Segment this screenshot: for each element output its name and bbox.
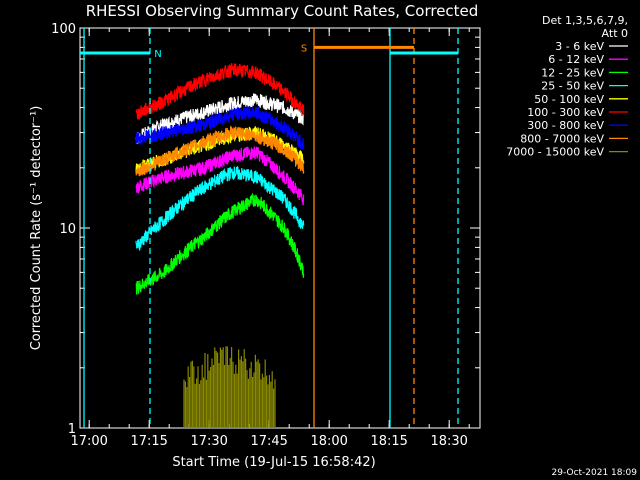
series-line (135, 125, 305, 177)
annotation-label: S (301, 43, 307, 54)
series-line (135, 165, 305, 251)
legend-entry-label: 6 - 12 keV (548, 53, 604, 66)
series-line (135, 192, 305, 295)
series-layer (135, 62, 305, 428)
legend-header-line-2: Att 0 (602, 27, 628, 40)
legend-header-line-1: Det 1,3,5,6,7,9, (542, 14, 628, 27)
legend-entry-label: 50 - 100 keV (534, 93, 604, 106)
chart-title: RHESSI Observing Summary Count Rates, Co… (86, 2, 479, 20)
series-line (135, 146, 305, 206)
legend-entry-label: 7000 - 15000 keV (506, 146, 604, 159)
series-line (135, 62, 305, 120)
legend-entry-label: 800 - 7000 keV (520, 132, 604, 145)
legend-entry-label: 25 - 50 keV (541, 80, 604, 93)
y-tick-label: 100 (51, 22, 76, 37)
x-tick-label: 17:30 (190, 434, 227, 449)
series-line (135, 105, 305, 150)
x-tick-label: 18:30 (430, 434, 467, 449)
y-axis-label: Corrected Count Rate (s⁻¹ detector⁻¹) (29, 106, 44, 351)
series-300-800-kev (135, 105, 305, 150)
x-tick-label: 18:00 (310, 434, 347, 449)
legend-entry-label: 12 - 25 keV (541, 66, 604, 79)
x-tick-label: 17:00 (70, 434, 107, 449)
series-25-50-kev (135, 165, 305, 251)
series-800-7000-kev (135, 125, 305, 177)
y-tick-label: 1 (68, 422, 76, 437)
footer-date: 29-Oct-2021 18:09 (552, 468, 638, 478)
series-7000-15000-kev (183, 346, 276, 428)
x-tick-label: 17:45 (250, 434, 287, 449)
legend-entry-label: 100 - 300 keV (527, 106, 604, 119)
x-tick-label: 17:15 (130, 434, 167, 449)
marker-layer: NS (80, 28, 459, 428)
x-axis-label: Start Time (19-Jul-15 16:58:42) (172, 455, 375, 470)
series-100-300-kev (135, 62, 305, 120)
annotation-label: N (154, 49, 161, 60)
x-tick-label: 18:15 (370, 434, 407, 449)
series-6-12-kev (135, 146, 305, 206)
y-tick-label: 10 (59, 222, 76, 237)
series-12-25-kev (135, 192, 305, 295)
legend-entry-label: 300 - 800 keV (527, 119, 604, 132)
legend-entry-label: 3 - 6 keV (555, 40, 604, 53)
